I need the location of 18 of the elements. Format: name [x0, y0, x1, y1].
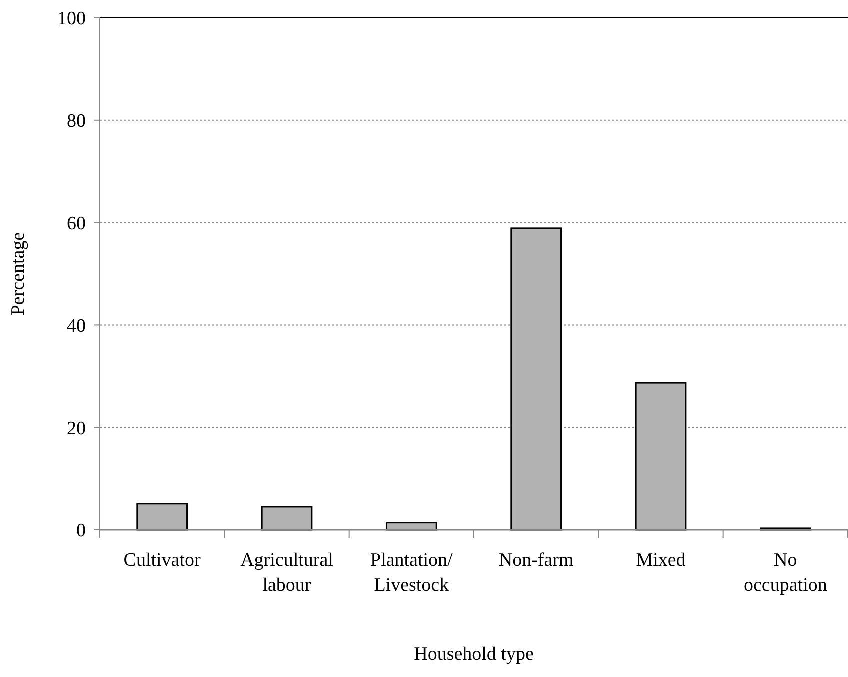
bar — [261, 506, 313, 531]
y-tick-label: 0 — [76, 520, 86, 542]
x-tick-label: Non-farm — [498, 550, 574, 571]
bar — [635, 382, 687, 531]
y-axis-title: Percentage — [8, 232, 29, 316]
bar — [136, 503, 188, 531]
x-tick-label: Cultivator — [124, 550, 202, 571]
x-tick-label: No occupation — [744, 550, 828, 596]
y-tick-label: 80 — [67, 111, 86, 132]
x-tick-label: Plantation/ Livestock — [370, 550, 454, 596]
y-tick-label: 100 — [58, 8, 86, 30]
y-tick-label: 20 — [67, 418, 86, 440]
x-tick-label: Agricultural labour — [240, 550, 334, 596]
y-tick-label: 40 — [67, 316, 86, 337]
x-axis-title: Household type — [414, 644, 534, 665]
bar — [510, 228, 562, 531]
y-tick-label: 60 — [67, 213, 86, 234]
x-tick-label: Mixed — [636, 550, 686, 571]
